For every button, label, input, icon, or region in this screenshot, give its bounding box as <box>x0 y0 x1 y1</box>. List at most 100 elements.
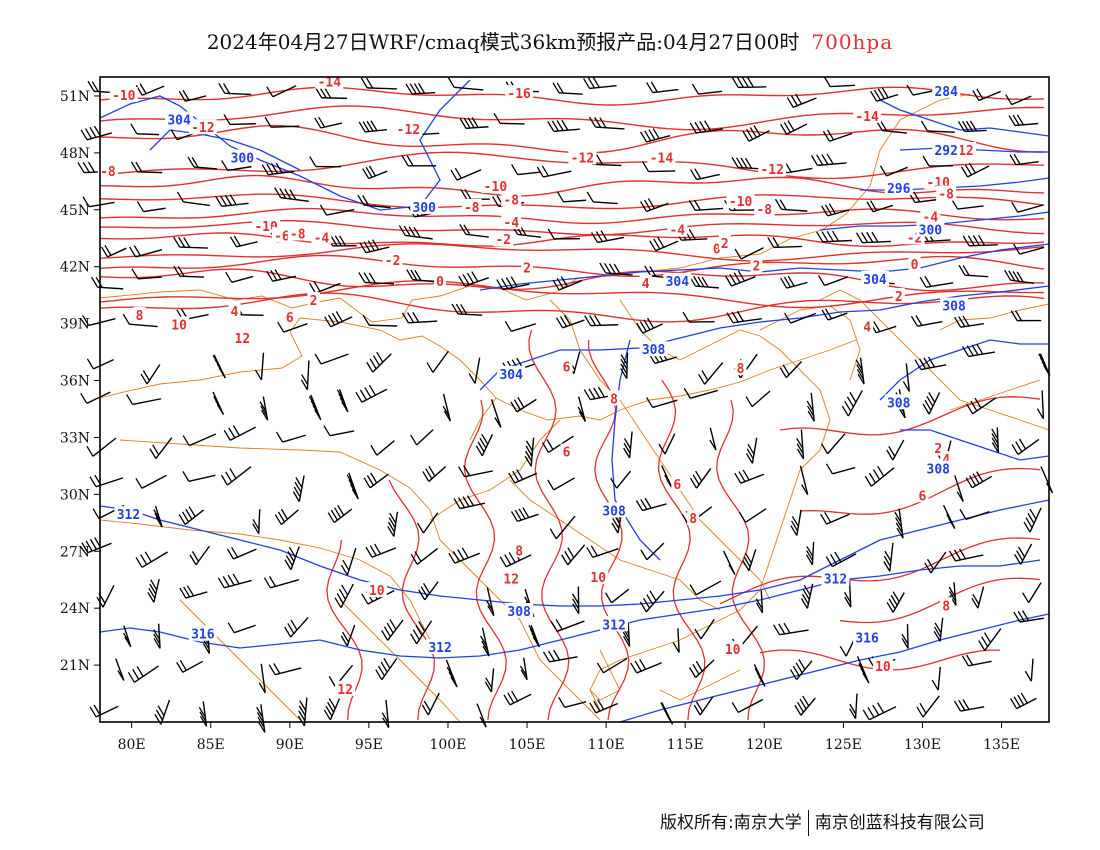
wind-feather <box>620 368 628 379</box>
wind-feather <box>366 77 374 89</box>
wind-feather <box>466 495 475 507</box>
wind-feather <box>949 595 957 606</box>
temperature-label-bg <box>366 582 387 598</box>
temperature-label-bg <box>861 318 874 334</box>
wind-feather <box>564 550 572 562</box>
wind-feather <box>541 442 550 453</box>
wind-feather <box>256 706 264 718</box>
temperature-label-bg <box>521 259 534 275</box>
wind-feather <box>315 87 323 99</box>
wind-feather <box>672 642 680 653</box>
wind-feather <box>485 677 493 689</box>
wind-feather <box>319 204 327 216</box>
wind-feather <box>314 117 322 129</box>
wind-barb <box>154 505 163 528</box>
copyright-right: 南京创蓝科技有限公司 <box>814 813 985 833</box>
wind-feather <box>370 120 378 132</box>
wind-feather <box>599 262 607 274</box>
wind-feather <box>862 709 870 721</box>
wind-feather <box>820 513 828 525</box>
wind-barb <box>385 699 390 728</box>
wind-feather <box>772 624 781 636</box>
wind-feather <box>80 393 88 404</box>
wind-feather <box>806 400 814 412</box>
wind-feather <box>734 248 742 260</box>
wind-feather <box>597 699 605 710</box>
wind-feather <box>359 389 367 401</box>
wind-feather <box>409 83 417 95</box>
wind-barb <box>832 466 856 475</box>
wind-feather <box>466 272 474 284</box>
wind-feather <box>886 449 894 461</box>
wind-feather <box>100 246 109 258</box>
wind-barb <box>346 547 357 576</box>
temperature-label: 6 <box>286 311 294 326</box>
wind-feather <box>510 511 519 522</box>
wind-feather <box>825 463 834 475</box>
wind-feather <box>801 593 809 605</box>
wind-feather <box>401 312 409 324</box>
wind-barb <box>965 510 990 521</box>
wind-feather <box>368 384 376 396</box>
wind-feather <box>295 477 303 488</box>
wind-barb <box>155 437 173 460</box>
wind-barb <box>971 475 993 489</box>
wind-barb <box>664 433 676 455</box>
wind-feather <box>82 315 90 326</box>
wind-barb <box>827 433 846 455</box>
wind-feather <box>774 198 783 210</box>
temperature-label-bg <box>481 178 510 194</box>
wind-feather <box>274 269 282 280</box>
temperature-label-bg <box>853 107 882 123</box>
wind-feather <box>149 448 157 459</box>
wind-feather <box>962 265 970 276</box>
wind-feather <box>330 235 338 247</box>
temperature-label: -12 <box>191 121 214 136</box>
wind-feather <box>178 90 186 102</box>
wind-feather <box>587 77 595 89</box>
wind-feather <box>866 231 874 243</box>
wind-feather <box>136 666 144 677</box>
temperature-label-bg <box>394 121 423 137</box>
wind-feather <box>957 121 966 132</box>
wind-barb <box>930 551 947 574</box>
wind-feather <box>542 651 551 663</box>
wind-feather <box>517 397 525 408</box>
height-label-bg <box>600 616 629 632</box>
wind-feather <box>270 163 279 174</box>
copyright-left: 版权所有:南京大学 <box>660 813 802 833</box>
wind-feather <box>80 129 88 141</box>
wind-feather <box>959 509 967 520</box>
wind-barb <box>690 389 718 399</box>
wind-feather <box>91 81 99 92</box>
wind-feather <box>1011 444 1019 455</box>
wind-feather <box>368 272 376 284</box>
wind-feather <box>884 550 892 562</box>
wind-feather <box>782 364 790 376</box>
wind-feather <box>974 397 982 409</box>
height-contour <box>149 129 301 171</box>
wind-feather <box>901 633 909 645</box>
wind-barb <box>262 396 269 421</box>
wind-barb <box>905 363 911 392</box>
wind-feather <box>822 130 830 142</box>
wind-barb <box>898 508 904 539</box>
wind-barb <box>260 663 266 693</box>
wind-feather <box>463 465 471 476</box>
temperature-label: 2 <box>721 237 729 252</box>
wind-barb <box>886 166 908 177</box>
border-line <box>509 479 721 611</box>
temperature-label: -12 <box>397 123 420 138</box>
wind-feather <box>410 269 418 281</box>
temperature-label: -8 <box>464 201 480 216</box>
wind-feather <box>185 508 193 520</box>
wind-feather <box>649 240 657 252</box>
wind-feather <box>798 659 806 670</box>
wind-feather <box>1013 243 1021 255</box>
temperature-label-bg <box>932 439 945 455</box>
wind-barb <box>432 350 449 373</box>
wind-feather <box>787 275 795 287</box>
wind-feather <box>414 270 422 281</box>
wind-barb <box>141 474 167 489</box>
wind-feather <box>1018 438 1027 450</box>
